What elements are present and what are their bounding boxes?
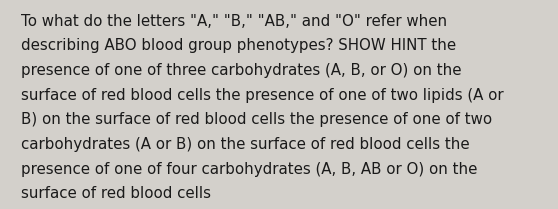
Text: describing ABO blood group phenotypes? SHOW HINT the: describing ABO blood group phenotypes? S…: [21, 38, 456, 53]
Text: surface of red blood cells: surface of red blood cells: [21, 186, 211, 201]
Text: presence of one of three carbohydrates (A, B, or O) on the: presence of one of three carbohydrates (…: [21, 63, 461, 78]
Text: presence of one of four carbohydrates (A, B, AB or O) on the: presence of one of four carbohydrates (A…: [21, 162, 478, 177]
Text: To what do the letters "A," "B," "AB," and "O" refer when: To what do the letters "A," "B," "AB," a…: [21, 14, 448, 29]
Text: carbohydrates (A or B) on the surface of red blood cells the: carbohydrates (A or B) on the surface of…: [21, 137, 470, 152]
Text: B) on the surface of red blood cells the presence of one of two: B) on the surface of red blood cells the…: [21, 112, 492, 127]
Text: surface of red blood cells the presence of one of two lipids (A or: surface of red blood cells the presence …: [21, 88, 504, 103]
